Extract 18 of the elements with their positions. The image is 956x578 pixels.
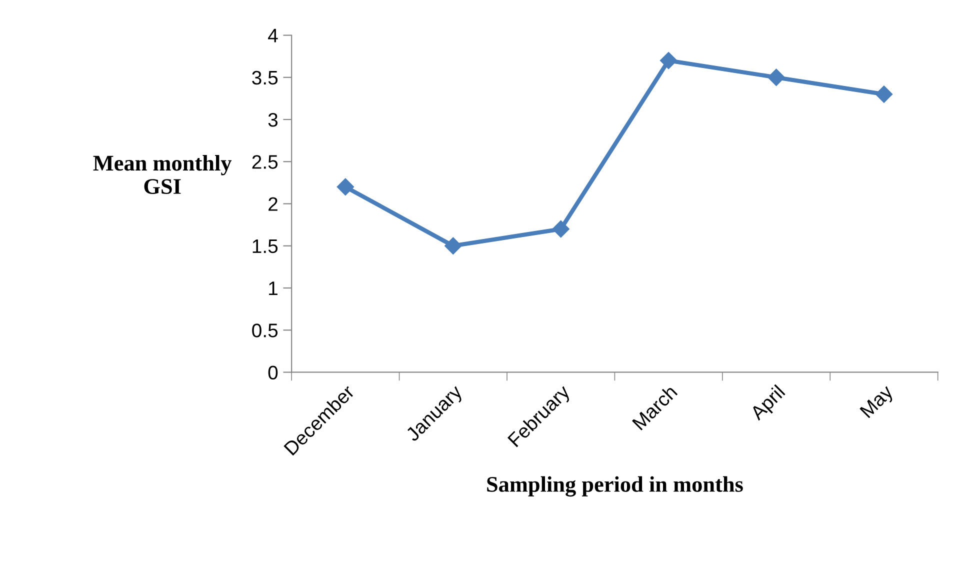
x-tick-label: May [860, 384, 897, 422]
point [552, 220, 570, 238]
point [660, 52, 678, 70]
y-tick-label: 0 [268, 366, 278, 380]
y-tick-label: 1.5 [252, 240, 278, 254]
y-axis-title: Mean monthly GSI [93, 155, 232, 194]
y-tick-label: 0.5 [252, 324, 278, 338]
y-tick-label: 1 [269, 282, 278, 296]
y-tick-label: 3.5 [252, 70, 278, 85]
x-axis-title: Sampling period in months [487, 476, 743, 497]
point [768, 68, 785, 86]
y-tick-label: 3 [268, 112, 278, 127]
point [444, 237, 462, 254]
y-tick-label: 4 [268, 28, 278, 42]
y-tick-label: 2.5 [252, 155, 278, 169]
y-tick-label: 2 [268, 197, 278, 211]
point [875, 86, 893, 103]
point [336, 178, 354, 196]
